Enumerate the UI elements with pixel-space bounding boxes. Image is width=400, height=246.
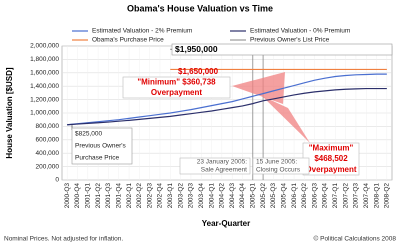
x-tick-label: 2004-Q4 [239,183,246,209]
annotation-text: Sale Agreement [201,167,247,174]
y-tick-label: 1,600,000 [30,70,59,77]
y-axis-title: House Valuation [$USD] [5,67,14,158]
x-tick-label: 2003-Q3 [188,183,195,209]
annotation-text: "Minimum" $360,738 [137,77,216,86]
x-tick-label: 2002-Q3 [146,183,153,209]
x-tick-label: 2000-Q4 [74,183,81,209]
x-tick-label: 2003-Q4 [198,183,205,209]
x-tick-label: 2005-Q2 [260,183,267,209]
x-tick-label: 2001-Q2 [95,183,102,209]
y-tick-label: 1,400,000 [30,83,59,90]
y-tick-label: 1,800,000 [30,56,59,63]
annotation-text: "Maximum" [309,143,354,152]
x-tick-label: 2001-Q4 [115,183,122,209]
annotation-text: 15 June 2005: [256,159,297,166]
x-tick-label: 2006-Q3 [311,183,318,209]
annotation-text: Purchase Price [75,155,119,162]
x-tick-label: 2007-Q4 [363,183,370,209]
x-tick-label: 2003-Q2 [177,183,184,209]
legend-label: Previous Owner's List Price [250,37,330,44]
x-tick-label: 2008-Q1 [373,183,380,209]
x-tick-label: 2006-Q2 [301,183,308,209]
y-tick-label: 0 [55,177,59,184]
annotation-text: $825,000 [75,131,102,138]
y-tick-label: 600,000 [36,137,60,144]
annotation-text: Overpayment [151,88,202,97]
y-tick-label: 400,000 [36,150,60,157]
annotation-text: $1,650,000 [178,67,219,76]
overpayment-shade [262,96,310,143]
x-tick-label: 2002-Q2 [136,183,143,209]
x-axis-title: Year-Quarter [202,219,250,228]
annotation-text: Closing Occurs [256,167,301,174]
x-tick-label: 2004-Q1 [208,183,215,209]
footer-note: Nominal Prices. Not adjusted for inflati… [4,236,123,243]
annotation-text: 23 January 2005: [197,159,247,166]
x-tick-label: 2001-Q3 [105,183,112,209]
annotation-box [302,142,360,176]
x-tick-label: 2002-Q4 [157,183,164,209]
x-tick-label: 2007-Q2 [342,183,349,209]
legend-label: Estimated Valuation - 2% Premium [92,28,192,35]
chart-title: Obama's House Valuation vs Time [127,3,273,13]
x-tick-label: 2007-Q3 [353,183,360,209]
annotation-box [171,43,393,56]
x-tick-label: 2002-Q1 [126,183,133,209]
y-tick-label: 1,000,000 [30,110,59,117]
x-tick-label: 2005-Q4 [280,183,287,209]
legend-label: Obama's Purchase Price [92,37,164,44]
annotation-box [252,157,310,175]
series-line [67,73,387,126]
x-tick-label: 2006-Q4 [322,183,329,209]
y-tick-label: 2,000,000 [30,43,59,50]
x-tick-label: 2005-Q1 [250,183,257,209]
x-tick-label: 2004-Q2 [219,183,226,209]
x-tick-label: 2005-Q3 [270,183,277,209]
annotation-text: $468,502 [314,154,348,163]
x-tick-label: 2003-Q1 [167,183,174,209]
y-tick-label: 800,000 [36,123,60,130]
annotation-text: $1,950,000 [175,44,218,54]
x-tick-label: 2000-Q3 [64,183,71,209]
annotation-box [122,76,231,99]
x-tick-label: 2004-Q3 [229,183,236,209]
annotation-box [71,127,133,165]
series-line [67,87,387,126]
annotation-box [179,157,251,175]
annotation-text: Overpayment [305,165,356,174]
x-tick-label: 2006-Q1 [291,183,298,209]
legend-label: Estimated Valuation - 0% Premium [250,28,350,35]
overpayment-shade [232,72,285,104]
y-tick-label: 200,000 [36,163,60,170]
footer-credit: © Political Calculations 2008 [314,235,397,243]
x-tick-label: 2008-Q2 [384,183,391,209]
annotation-text: Previous Owner's [75,143,126,150]
x-tick-label: 2001-Q1 [85,183,92,209]
y-tick-label: 1,200,000 [30,96,59,103]
x-tick-label: 2007-Q1 [332,183,339,209]
